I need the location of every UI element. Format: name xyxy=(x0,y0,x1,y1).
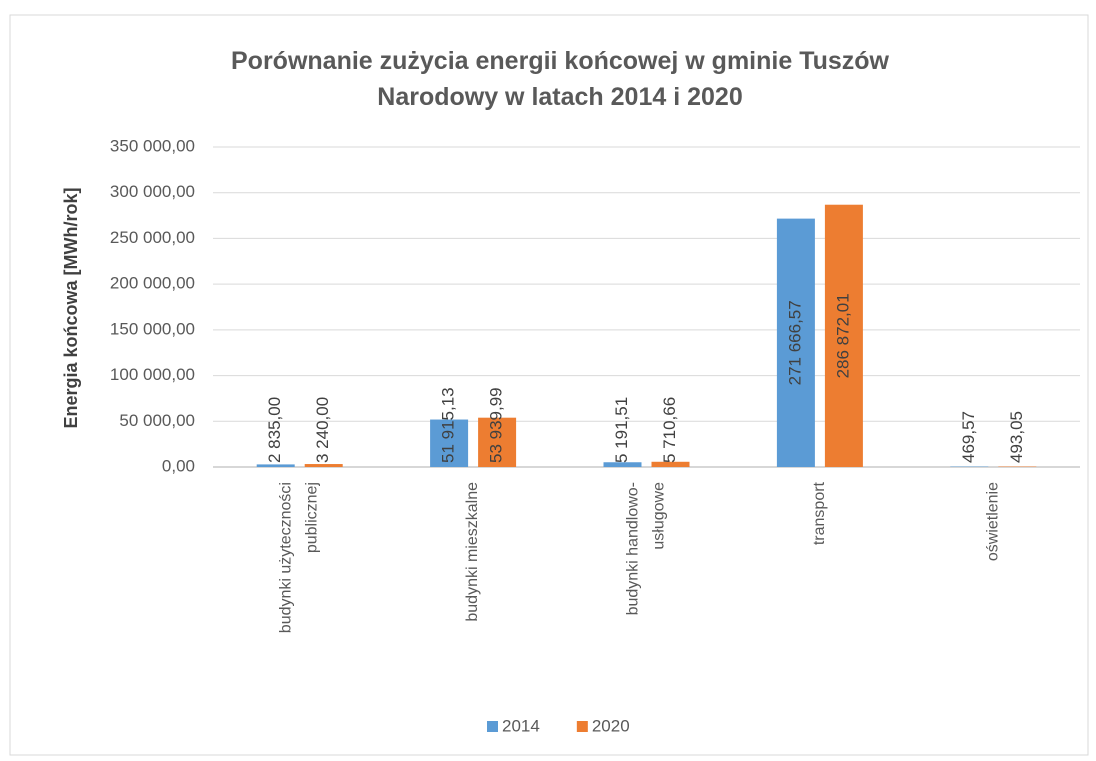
y-tick-label: 350 000,00 xyxy=(110,136,195,155)
legend-swatch xyxy=(487,721,498,732)
y-tick-label: 50 000,00 xyxy=(119,411,195,430)
chart-title: Porównanie zużycia energii końcowej w gm… xyxy=(231,47,890,111)
bar xyxy=(651,461,690,467)
value-label: 5 710,66 xyxy=(660,397,679,463)
legend-swatch xyxy=(576,721,588,732)
bar xyxy=(304,464,343,467)
y-tick-label: 0,00 xyxy=(162,456,195,475)
x-tick-label: budynki mieszkalne xyxy=(464,482,481,622)
y-tick-label: 250 000,00 xyxy=(110,228,195,247)
value-label: 5 191,51 xyxy=(612,397,631,463)
bar xyxy=(478,417,517,467)
bar xyxy=(430,419,469,467)
chart-frame xyxy=(9,14,1089,756)
value-label: 271 666,57 xyxy=(785,300,804,385)
y-tick-label: 150 000,00 xyxy=(110,319,195,338)
x-tick-label: budynki handlowo-usługowe xyxy=(625,482,668,616)
value-label: 493,05 xyxy=(1007,411,1026,463)
value-label: 469,57 xyxy=(959,411,978,463)
bar xyxy=(256,464,295,467)
x-tick-label: oświetlenie xyxy=(985,482,1002,561)
y-tick-label: 100 000,00 xyxy=(110,365,195,384)
legend-label: 2014 xyxy=(502,716,540,735)
y-axis-label: Energia końcowa [MWh/rok] xyxy=(61,187,81,428)
x-tick-label: budynki użyteczności publicznej xyxy=(278,482,321,633)
value-label: 2 835,00 xyxy=(265,397,284,463)
y-tick-label: 300 000,00 xyxy=(110,182,195,201)
value-label: 286 872,01 xyxy=(833,293,852,378)
bar xyxy=(824,204,863,467)
bar xyxy=(776,218,815,467)
value-label: 53 939,99 xyxy=(487,387,506,463)
x-tick-label: transport xyxy=(811,481,828,545)
legend-label: 2020 xyxy=(592,716,630,735)
value-label: 51 915,13 xyxy=(439,387,458,463)
value-label: 3 240,00 xyxy=(313,397,332,463)
y-tick-label: 200 000,00 xyxy=(110,274,195,293)
bar xyxy=(603,462,642,467)
